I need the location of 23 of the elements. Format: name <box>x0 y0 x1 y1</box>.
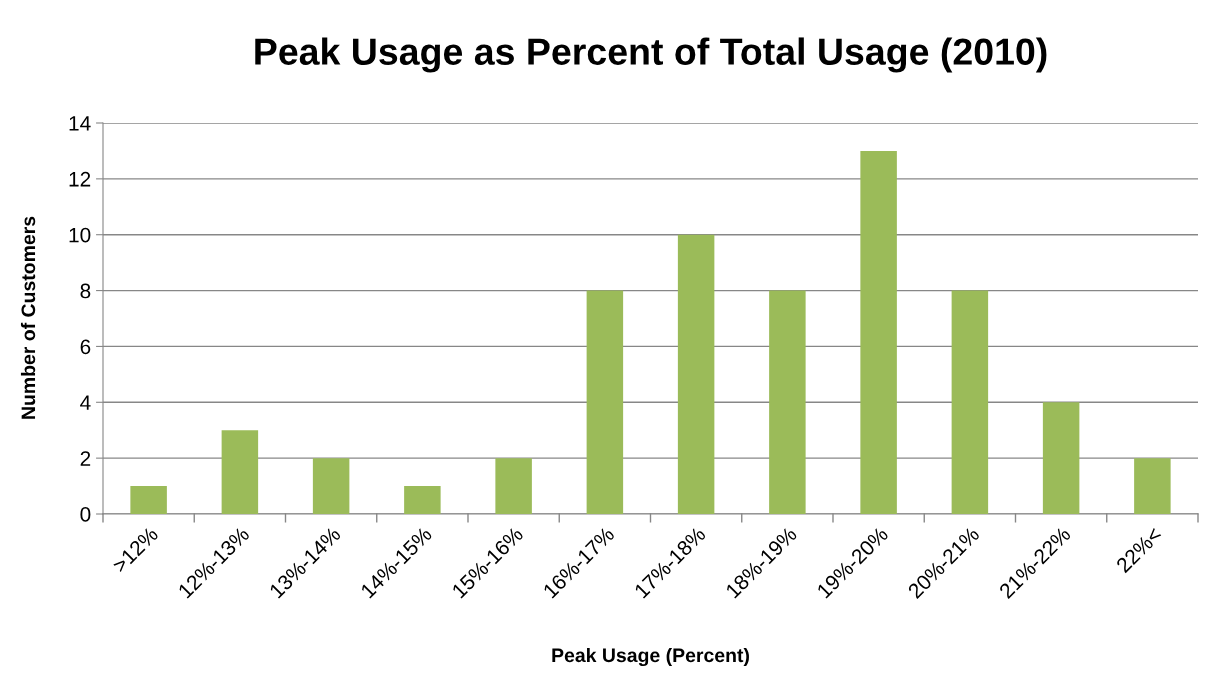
bar <box>130 486 167 514</box>
y-tick-label: 14 <box>69 116 91 131</box>
bar <box>769 290 806 514</box>
y-tick-label: 2 <box>80 451 91 466</box>
y-tick-label: 8 <box>80 283 91 299</box>
x-axis-title: Peak Usage (Percent) <box>552 647 749 667</box>
bar <box>1134 458 1171 514</box>
bar <box>677 234 715 514</box>
bar <box>951 290 989 514</box>
y-tick-label: 12 <box>69 171 91 187</box>
y-tick-label: 4 <box>80 395 91 410</box>
bar <box>860 150 897 514</box>
bar <box>221 430 259 514</box>
y-axis-title: Number of Customers <box>20 216 36 419</box>
chart-title: Peak Usage as Percent of Total Usage (2010) <box>255 37 1047 73</box>
y-tick-label: 6 <box>80 339 91 355</box>
y-tick-label: 0 <box>80 507 91 522</box>
bar <box>1042 402 1080 514</box>
bar <box>404 486 441 514</box>
y-tick-label: 10 <box>69 227 91 243</box>
bar <box>586 290 624 514</box>
bar <box>312 458 350 514</box>
bar <box>495 458 532 514</box>
